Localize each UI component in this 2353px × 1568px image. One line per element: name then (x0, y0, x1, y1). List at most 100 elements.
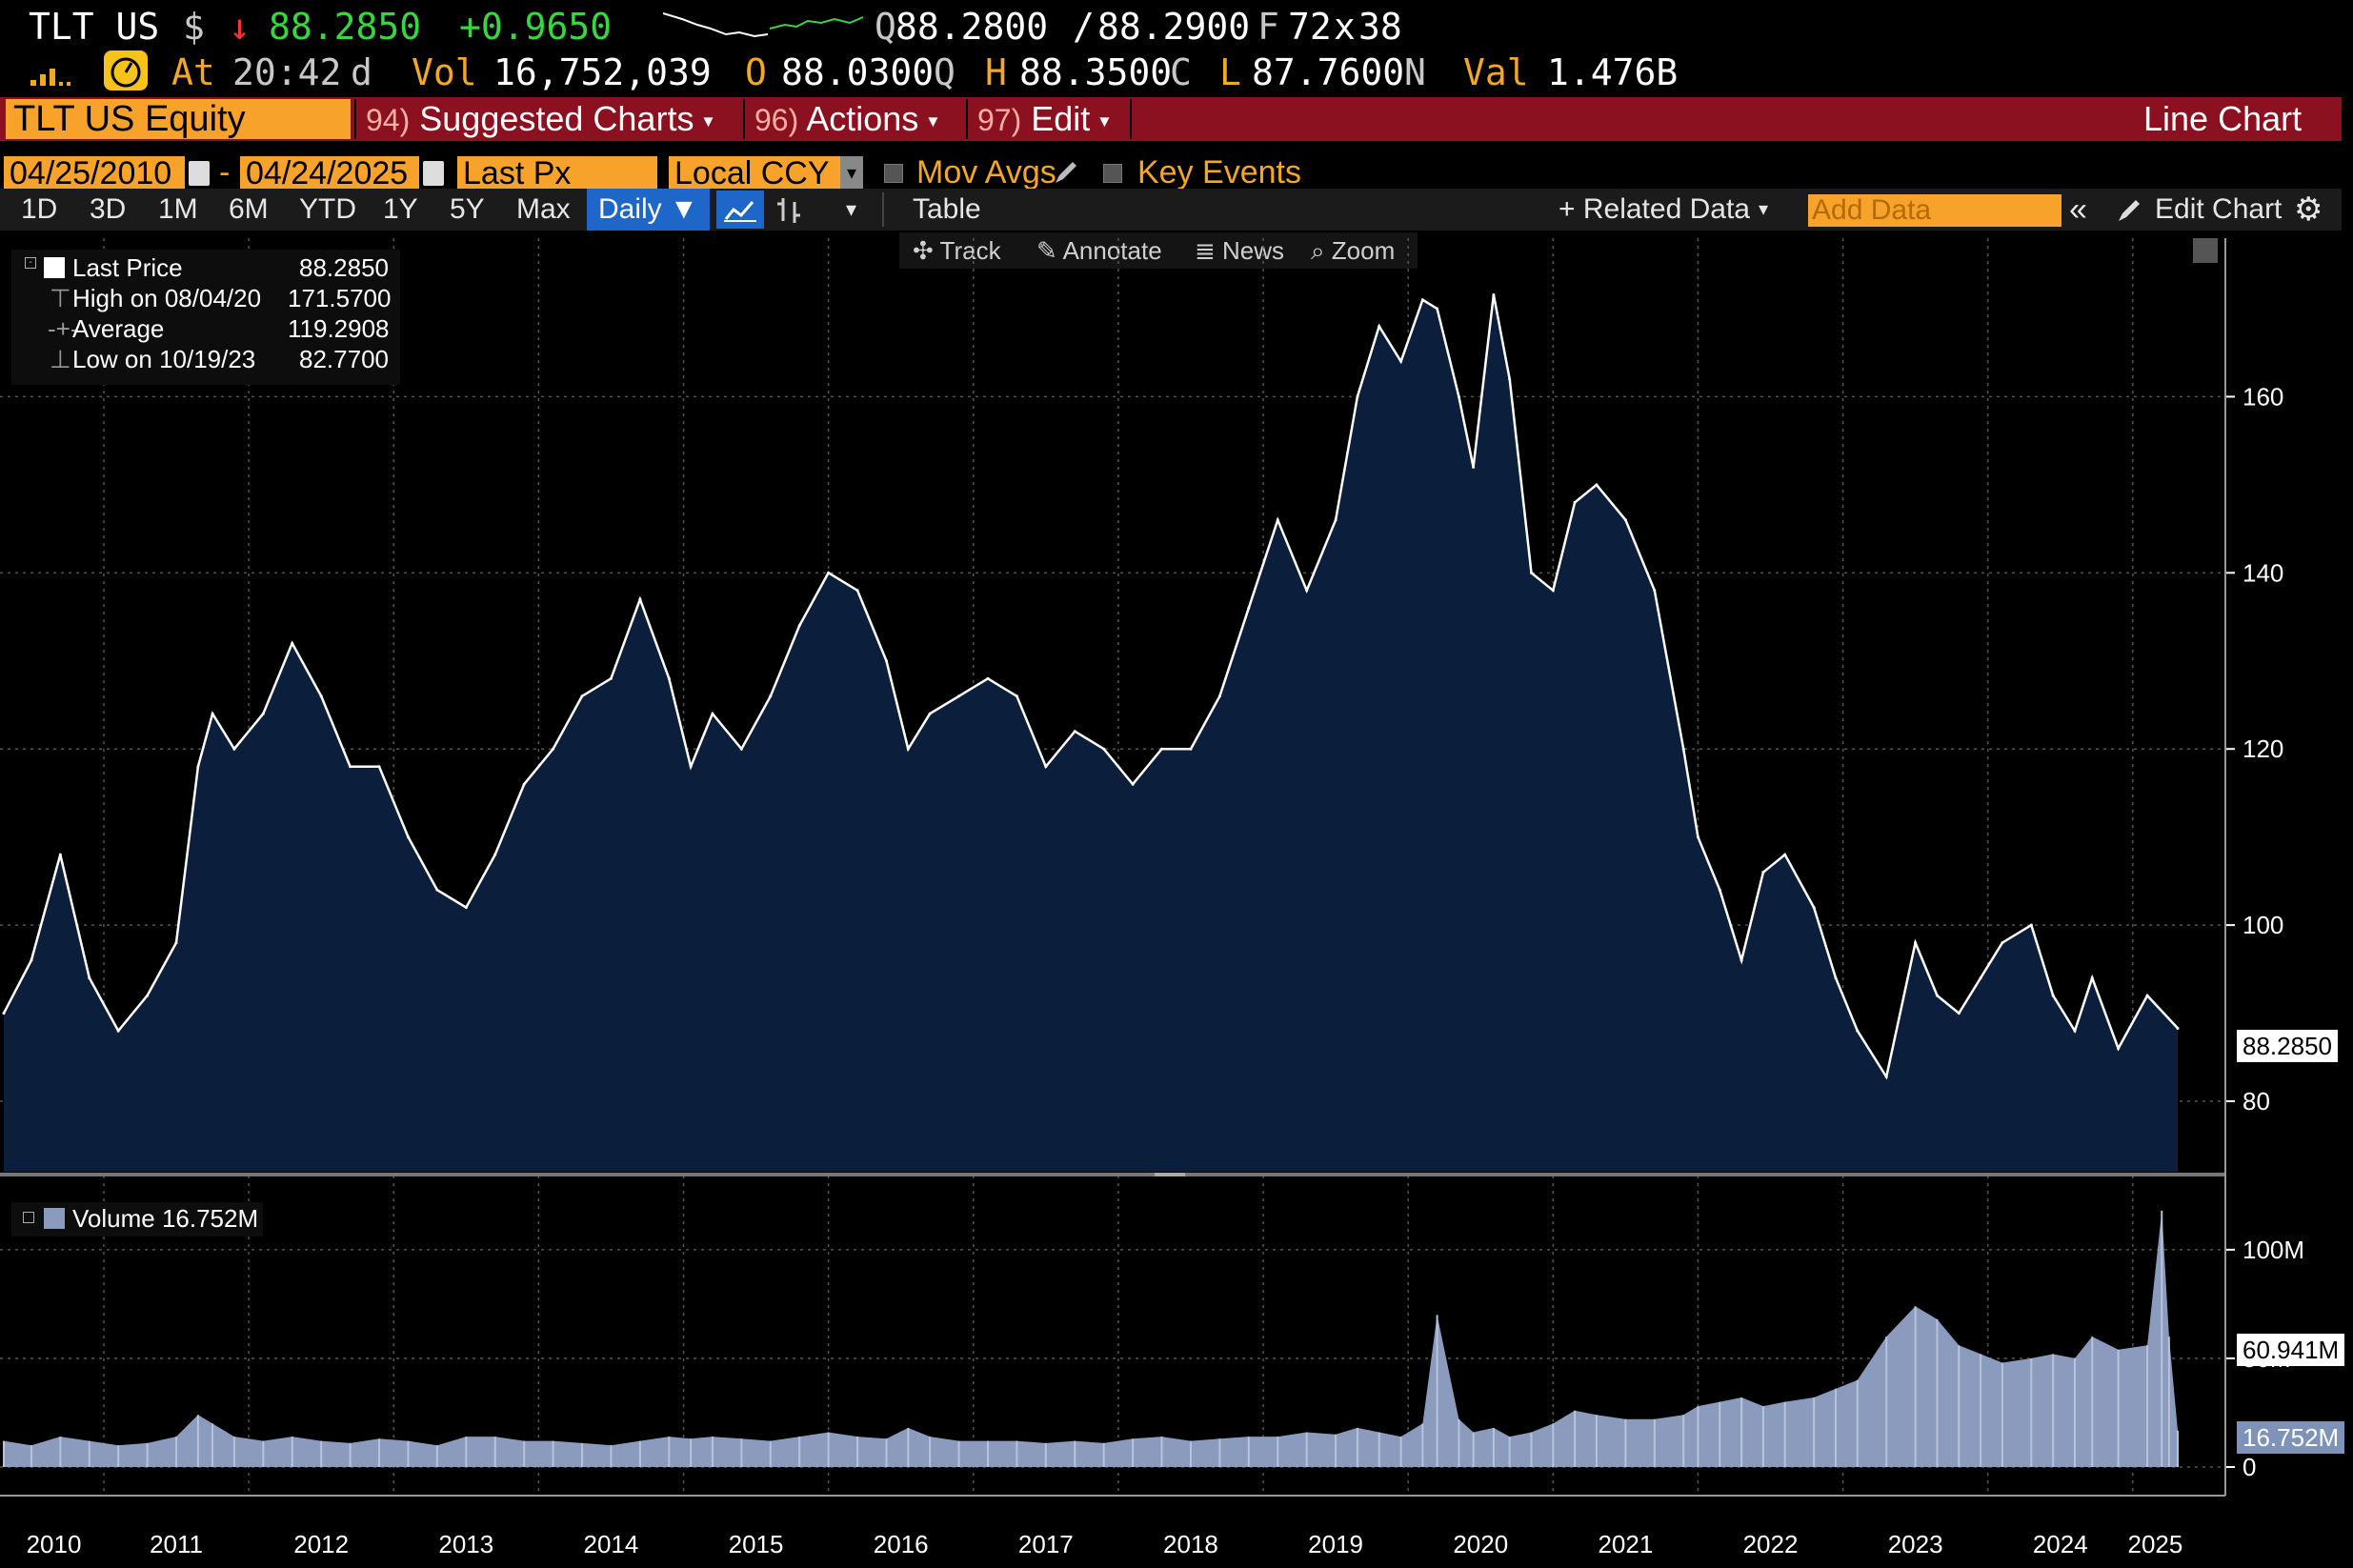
mov-avgs-label[interactable]: Mov Avgs (916, 154, 1056, 191)
security-field[interactable]: TLT US Equity (6, 99, 351, 139)
price-point (797, 624, 801, 628)
news-label: News (1222, 236, 1285, 265)
price-point (1573, 500, 1577, 504)
dropdown-arrow-icon[interactable]: ▾ (1759, 199, 1769, 220)
price-point (552, 747, 555, 751)
price-point (435, 888, 439, 892)
add-data-input[interactable]: Add Data (1808, 194, 2061, 227)
calendar-icon[interactable] (423, 161, 444, 186)
menu-number: 97) (977, 103, 1022, 137)
period-1y[interactable]: 1Y (383, 193, 418, 225)
pencil-icon[interactable] (1052, 158, 1080, 187)
low-value: 87.7600 (1252, 51, 1405, 93)
zoom-label: Zoom (1331, 236, 1396, 265)
table-button[interactable]: Table (913, 193, 981, 225)
volume-ma-tag: 60.941M (2237, 1334, 2345, 1366)
price-point (1420, 298, 1424, 302)
value-label: Val (1463, 51, 1529, 93)
panel-toggle-icon[interactable] (2193, 238, 2218, 263)
price-point (1884, 1075, 1888, 1078)
edit-menu[interactable]: 97) Edit ▾ (977, 97, 1109, 141)
start-date-field[interactable]: 04/25/2010 (4, 156, 185, 191)
price-point (522, 782, 526, 786)
bid-source: Q (875, 6, 896, 48)
menu-number: 94) (366, 103, 411, 137)
field-selector[interactable]: Last Px (457, 156, 657, 191)
price-point (884, 659, 888, 663)
speedometer-icon[interactable] (103, 50, 149, 91)
high-label: H (985, 51, 1007, 93)
zoom-tool[interactable]: ⌕ Zoom (1311, 232, 1395, 269)
dropdown-arrow-icon[interactable]: ▾ (846, 197, 857, 221)
period-ytd[interactable]: YTD (299, 193, 356, 225)
bid-ask-slash: / (1073, 6, 1095, 48)
dropdown-arrow-icon: ▾ (703, 111, 714, 132)
track-tool[interactable]: ✣ Track (913, 232, 1001, 269)
news-tool[interactable]: ≣ News (1195, 232, 1284, 269)
track-label: Track (939, 236, 1001, 265)
price-tick-label: 100 (2242, 911, 2283, 939)
last-price-swatch (44, 257, 65, 278)
legend-label: Low on 10/19/23 (72, 345, 256, 373)
legend-label: Average (72, 314, 165, 343)
volume-last-tag: 16.752M (2237, 1421, 2345, 1454)
price-point (1508, 377, 1512, 381)
bid-size: 72 (1288, 6, 1332, 48)
ticker[interactable]: TLT US (29, 6, 160, 48)
price-point (232, 747, 236, 751)
quote-time: 20:42 (232, 51, 342, 93)
currency-symbol: $ (183, 6, 205, 48)
volume-swatch (44, 1208, 65, 1229)
line-chart-icon[interactable] (716, 191, 764, 229)
key-events-label[interactable]: Key Events (1137, 154, 1301, 191)
gear-icon[interactable]: ⚙ (2294, 191, 2323, 228)
low-label: L (1219, 51, 1241, 93)
price-point (211, 712, 214, 715)
period-1d[interactable]: 1D (21, 193, 58, 225)
price-point (1696, 835, 1699, 839)
volume-tick-label: 0 (2242, 1453, 2256, 1481)
collapse-icon[interactable] (23, 1212, 34, 1223)
key-events-checkbox[interactable] (1103, 164, 1122, 183)
end-date-field[interactable]: 04/24/2025 (240, 156, 419, 191)
year-label: 2015 (729, 1530, 784, 1558)
price-point (1957, 1012, 1961, 1015)
year-label: 2023 (1888, 1530, 1943, 1558)
period-max[interactable]: Max (516, 193, 571, 225)
menu-number: 96) (754, 103, 799, 137)
average-marker-icon: -+- (48, 314, 79, 343)
suggested-charts-menu[interactable]: 94) Suggested Charts ▾ (366, 97, 714, 141)
annotate-tool[interactable]: ✎ Annotate (1036, 232, 1162, 269)
collapse-icon[interactable]: « (2069, 191, 2087, 228)
chart-legend: - Last Price 88.2850 ⊤ High on 08/04/20 … (11, 250, 400, 385)
dropdown-arrow-icon[interactable]: ▾ (840, 156, 863, 191)
price-point (116, 1029, 120, 1033)
price-point (1718, 888, 1721, 892)
period-6m[interactable]: 6M (229, 193, 269, 225)
related-data-button[interactable]: + Related Data (1559, 193, 1750, 225)
year-label: 2018 (1163, 1530, 1218, 1558)
period-3d[interactable]: 3D (90, 193, 127, 225)
price-point (689, 765, 693, 769)
pencil-icon[interactable] (2115, 196, 2143, 225)
edit-chart-button[interactable]: Edit Chart (2155, 193, 2283, 225)
period-1m[interactable]: 1M (158, 193, 198, 225)
frequency-dropdown[interactable]: Daily ▼ (587, 189, 710, 231)
price-tick-label: 160 (2242, 382, 2283, 411)
magnifier-icon: ⌕ (1311, 236, 1332, 265)
mov-avgs-checkbox[interactable] (884, 164, 903, 183)
calendar-icon[interactable] (189, 161, 210, 186)
price-point (1472, 465, 1476, 469)
year-label: 2020 (1453, 1530, 1508, 1558)
bar-chart-icon[interactable] (768, 191, 815, 229)
menu-label: Suggested Charts (419, 99, 694, 138)
price-point (261, 712, 265, 715)
currency-selector[interactable]: Local CCY (669, 156, 840, 191)
price-point (769, 694, 773, 698)
legend-value: 88.2850 (299, 253, 389, 282)
price-point (88, 976, 91, 980)
collapse-icon[interactable]: - (25, 257, 36, 269)
period-5y[interactable]: 5Y (450, 193, 485, 225)
actions-menu[interactable]: 96) Actions ▾ (754, 97, 937, 141)
